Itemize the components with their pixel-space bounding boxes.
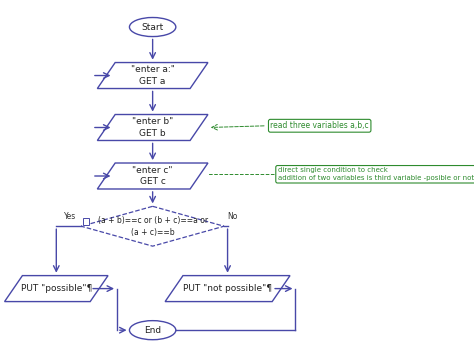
Polygon shape [97, 63, 208, 88]
Text: (a + b)==c or (b + c)==a or
(a + c)==b: (a + b)==c or (b + c)==a or (a + c)==b [98, 216, 208, 237]
Polygon shape [97, 163, 208, 189]
Text: Yes: Yes [64, 212, 76, 221]
Text: "enter c"
GET c: "enter c" GET c [132, 165, 173, 187]
Text: "enter b"
GET b: "enter b" GET b [132, 117, 173, 138]
Text: "enter a:"
GET a: "enter a:" GET a [131, 65, 174, 86]
Text: Start: Start [142, 23, 164, 32]
FancyBboxPatch shape [83, 218, 90, 225]
Text: PUT "not possible"¶: PUT "not possible"¶ [183, 284, 272, 293]
Text: PUT "possible"¶: PUT "possible"¶ [20, 284, 92, 293]
Text: read three variables a,b,c: read three variables a,b,c [270, 121, 369, 130]
Polygon shape [81, 206, 224, 246]
Polygon shape [165, 276, 290, 302]
Text: End: End [144, 326, 161, 335]
Text: No: No [228, 212, 238, 221]
Ellipse shape [129, 321, 176, 340]
Text: direct single condition to check
addition of two variables is third variable -po: direct single condition to check additio… [277, 167, 474, 181]
Ellipse shape [129, 18, 176, 37]
Polygon shape [5, 276, 108, 302]
Polygon shape [97, 114, 208, 140]
